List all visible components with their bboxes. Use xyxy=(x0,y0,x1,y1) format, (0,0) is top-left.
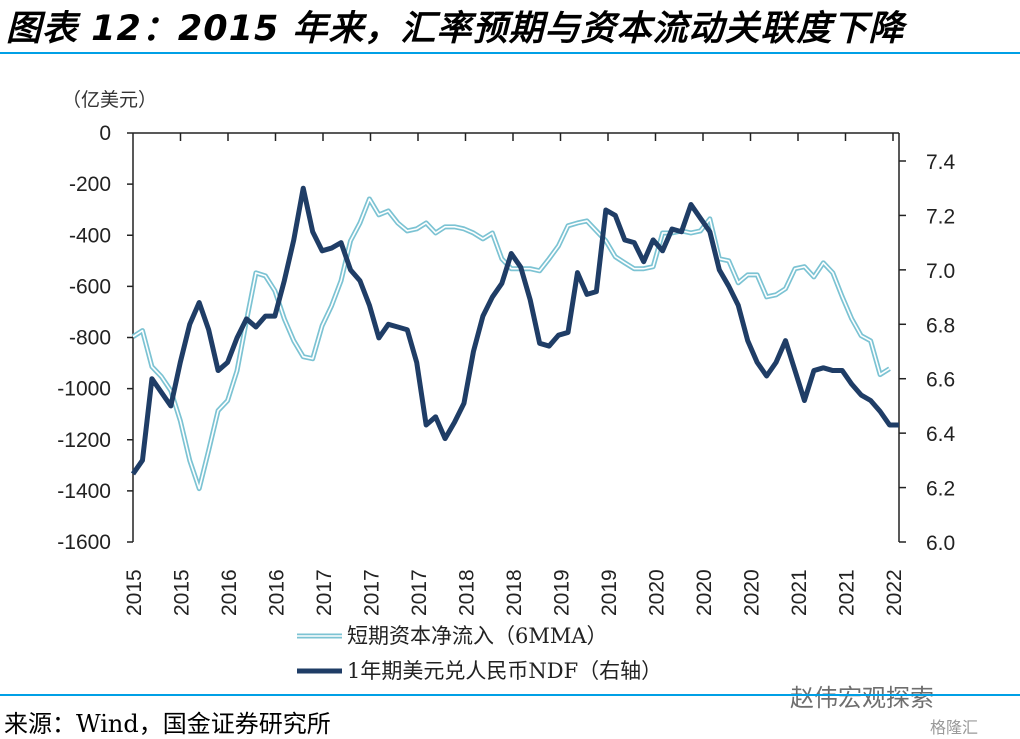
series-line-ndf xyxy=(130,185,899,476)
watermark: 赵伟宏观探索 xyxy=(790,684,934,712)
y-tick-label: -200 xyxy=(69,173,111,196)
x-tick-label: 2020 xyxy=(693,569,716,616)
x-tick-label: 2015 xyxy=(123,569,146,616)
y-tick-label: -400 xyxy=(69,224,111,247)
x-tick-label: 2022 xyxy=(883,569,906,616)
watermark-logo: 格隆汇 xyxy=(930,718,979,737)
series-line-flow xyxy=(131,196,891,492)
source-divider xyxy=(0,694,1020,696)
x-tick-label: 2017 xyxy=(313,569,336,616)
x-tick-label: 2016 xyxy=(266,569,289,616)
legend-label-flow: 短期资本净流入（6MMA） xyxy=(347,624,608,648)
y-tick-label: -1000 xyxy=(57,378,111,401)
x-tick-label: 2018 xyxy=(456,569,479,616)
x-tick-label: 2015 xyxy=(171,569,194,616)
y2-tick-label: 7.4 xyxy=(926,151,956,174)
x-tick-label: 2017 xyxy=(408,569,431,616)
x-tick-label: 2016 xyxy=(218,569,241,616)
legend-label-ndf: 1年期美元兑人民币NDF（右轴） xyxy=(347,659,662,683)
x-tick-label: 2021 xyxy=(788,569,811,616)
x-tick-label: 2018 xyxy=(503,569,526,616)
axes: 0 -200 -400 -600 -800 -1000 -1200 -1400 -1600 7.4… xyxy=(57,122,955,616)
y2-tick-label: 6.8 xyxy=(926,314,955,337)
x-tick-label: 2020 xyxy=(741,569,764,616)
y-tick-label: -1600 xyxy=(57,531,111,554)
legend: 短期资本净流入（6MMA） 1年期美元兑人民币NDF（右轴） xyxy=(297,624,662,683)
x-tick-label: 2019 xyxy=(551,569,574,616)
y-tick-label: -1200 xyxy=(57,429,111,452)
y2-tick-label: 6.4 xyxy=(926,423,956,446)
y2-tick-label: 7.2 xyxy=(926,205,955,228)
figure-title: 图表 12：2015 年来，汇率预期与资本流动关联度下降 xyxy=(6,9,905,49)
y-tick-label: 0 xyxy=(99,122,111,145)
x-tick-label: 2021 xyxy=(836,569,859,616)
y2-tick-label: 6.0 xyxy=(926,532,955,555)
y-tick-label: -600 xyxy=(69,275,111,298)
x-tick-label: 2017 xyxy=(361,569,384,616)
title-divider xyxy=(0,52,1020,54)
x-tick-label: 2020 xyxy=(646,569,669,616)
series-group xyxy=(130,185,899,492)
y-tick-label: -800 xyxy=(69,327,111,350)
source-note: 来源：Wind，国金证券研究所 xyxy=(4,710,331,738)
y-tick-label: -1400 xyxy=(57,480,111,503)
y-axis-unit-label: （亿美元） xyxy=(62,89,157,111)
series-line-flow-inner xyxy=(132,198,890,490)
y2-tick-label: 6.6 xyxy=(926,369,955,392)
x-tick-label: 2019 xyxy=(598,569,621,616)
y2-tick-label: 7.0 xyxy=(926,260,955,283)
y2-tick-label: 6.2 xyxy=(926,478,955,501)
